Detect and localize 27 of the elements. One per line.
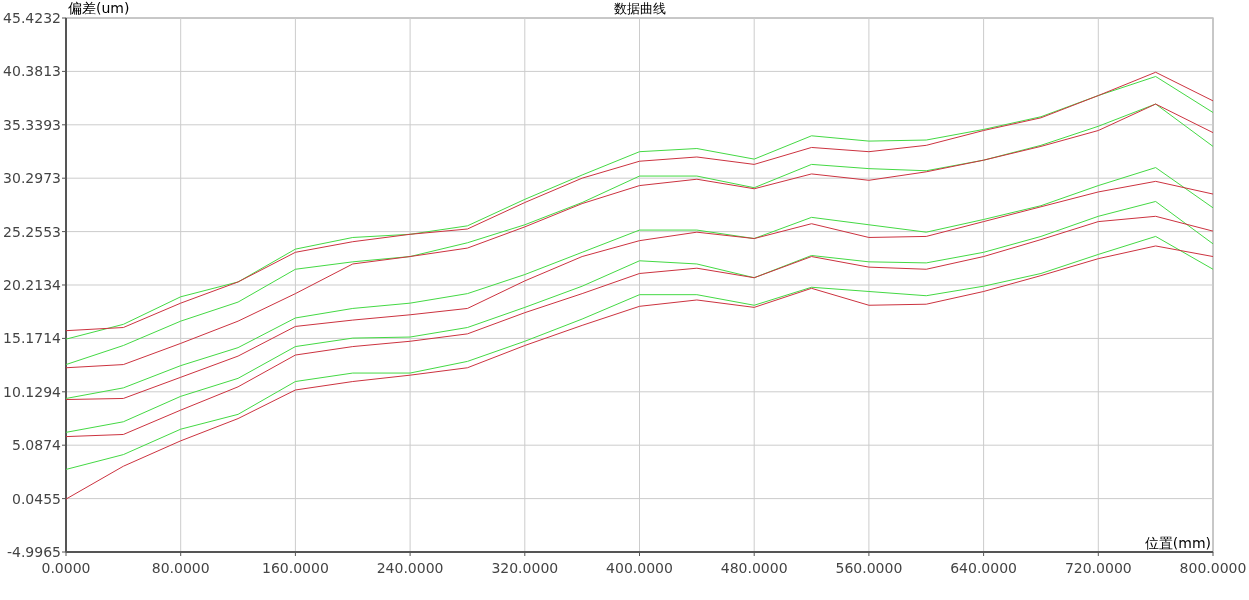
x-tick-label: 640.0000 (950, 560, 1018, 576)
x-tick-label: 320.0000 (491, 560, 559, 576)
y-tick-label: 45.4232 (3, 10, 61, 26)
y-tick-label: 25.2553 (3, 223, 61, 240)
chart-title: 数据曲线 (613, 1, 666, 16)
y-tick-label: 10.1294 (3, 383, 62, 400)
y-tick-label: 5.0874 (12, 437, 62, 454)
y-tick-label: 0.0455 (12, 490, 61, 507)
x-tick-label: 160.0000 (261, 560, 329, 576)
line-series (65, 235, 1214, 470)
y-tick-label: 15.1714 (3, 330, 62, 347)
line-series (65, 245, 1214, 500)
y-tick-label: 20.2134 (3, 277, 62, 293)
x-axis-title: 位置(mm) (1144, 535, 1211, 551)
y-tick-label: 40.3813 (3, 63, 61, 80)
x-tick-label: 240.0000 (376, 560, 444, 576)
x-tick-label: 800.0000 (1179, 560, 1247, 576)
x-tick-label: 400.0000 (606, 560, 673, 576)
x-tick-label: 0.0000 (41, 560, 91, 576)
y-tick-label: 30.2973 (3, 170, 61, 187)
x-tick-label: 480.0000 (720, 560, 788, 576)
y-tick-label: 35.3393 (3, 116, 61, 133)
x-tick-label: 80.0000 (151, 560, 210, 576)
y-tick-label: -4.9965 (6, 544, 61, 560)
y-axis-title: 偏差(um) (68, 0, 130, 16)
x-tick-label: 720.0000 (1064, 560, 1132, 576)
x-tick-label: 560.0000 (835, 560, 903, 576)
